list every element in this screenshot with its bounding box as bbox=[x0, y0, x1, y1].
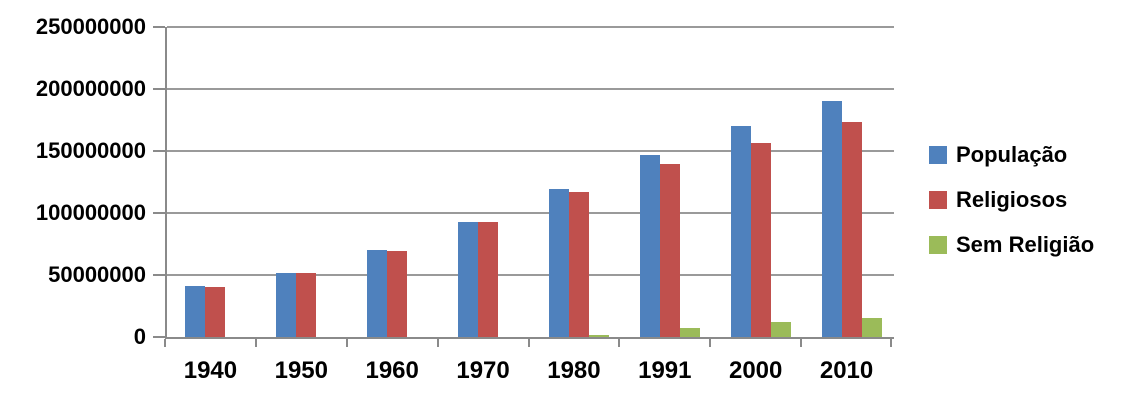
x-axis-tick-label: 1940 bbox=[183, 357, 238, 384]
y-axis-tick-mark bbox=[153, 212, 165, 214]
bar-group-2000 bbox=[712, 27, 803, 337]
bar-Religiosos-1970 bbox=[478, 222, 499, 337]
bar-População-1980 bbox=[548, 189, 569, 337]
bar-Religiosos-2000 bbox=[750, 142, 771, 337]
x-axis-tick-label: 1960 bbox=[365, 357, 419, 384]
legend-item-População: População bbox=[929, 142, 1094, 168]
gridline-250000000 bbox=[167, 26, 894, 28]
y-axis-tick-mark bbox=[153, 150, 165, 152]
x-axis-tick-mark bbox=[527, 339, 530, 347]
bar-População-1940 bbox=[185, 285, 206, 337]
x-axis-tick-label: 1980 bbox=[547, 357, 601, 384]
legend-swatch-icon bbox=[929, 146, 947, 164]
x-axis-tick-mark bbox=[164, 339, 166, 347]
y-axis-tick-label: 250000000 bbox=[35, 14, 146, 39]
bar-Religiosos-1950 bbox=[296, 273, 317, 337]
gridline-150000000 bbox=[167, 150, 894, 152]
gridline-200000000 bbox=[167, 88, 894, 90]
legend: População Religiosos Sem Religião bbox=[929, 142, 1094, 277]
x-axis-tick-mark bbox=[436, 339, 439, 347]
x-axis-tick-mark bbox=[800, 339, 803, 347]
legend-label: Religiosos bbox=[956, 187, 1068, 212]
plot-area bbox=[165, 26, 894, 339]
x-axis-tick-mark bbox=[345, 339, 348, 347]
x-axis-tick-label: 2000 bbox=[728, 357, 783, 384]
legend-item-Religiosos: Religiosos bbox=[929, 187, 1094, 213]
y-axis-tick-mark bbox=[153, 336, 165, 338]
x-axis-tick-mark bbox=[709, 339, 712, 347]
y-axis-tick-mark bbox=[153, 26, 165, 28]
bar-População-2000 bbox=[730, 126, 751, 337]
bar-População-1970 bbox=[458, 221, 479, 337]
y-axis-tick-label: 100000000 bbox=[35, 200, 146, 225]
bar-Religiosos-1980 bbox=[568, 192, 589, 337]
bar-Religiosos-1960 bbox=[387, 250, 408, 337]
bar-População-2010 bbox=[821, 100, 842, 337]
x-axis-tick-label: 1950 bbox=[274, 357, 328, 384]
bar-group-1940 bbox=[167, 27, 258, 337]
bar-Sem Religião-1991 bbox=[679, 328, 700, 337]
bar-População-1950 bbox=[276, 272, 297, 337]
x-axis-tick-mark bbox=[254, 339, 257, 347]
gridline-50000000 bbox=[167, 274, 894, 276]
y-axis-tick-label: 0 bbox=[133, 324, 146, 349]
bar-População-1960 bbox=[367, 250, 388, 337]
bar-Religiosos-1991 bbox=[659, 164, 680, 337]
bar-group-1980 bbox=[531, 27, 622, 337]
legend-swatch-icon bbox=[929, 236, 947, 254]
bar-group-1970 bbox=[440, 27, 531, 337]
y-axis-tick-label: 200000000 bbox=[35, 76, 146, 101]
bar-Religiosos-1940 bbox=[205, 287, 226, 337]
y-axis-tick-label: 50000000 bbox=[48, 262, 146, 287]
legend-swatch-icon bbox=[929, 191, 947, 209]
bar-group-2010 bbox=[803, 27, 894, 337]
bar-group-1960 bbox=[349, 27, 440, 337]
x-axis-tick-label: 2010 bbox=[819, 357, 874, 384]
y-axis-tick-mark bbox=[153, 88, 165, 90]
x-axis-tick-mark bbox=[618, 339, 621, 347]
bar-População-1991 bbox=[639, 154, 660, 337]
bar-group-1991 bbox=[621, 27, 712, 337]
legend-label: Sem Religião bbox=[956, 232, 1095, 257]
bar-Religiosos-2010 bbox=[841, 122, 862, 337]
legend-item-Sem Religião: Sem Religião bbox=[929, 232, 1094, 258]
x-axis-tick-label: 1991 bbox=[638, 357, 692, 384]
x-axis-tick-label: 1970 bbox=[456, 357, 510, 384]
bar-Sem Religião-2000 bbox=[770, 321, 791, 337]
y-axis-tick-label: 150000000 bbox=[35, 138, 146, 163]
gridline-100000000 bbox=[167, 212, 894, 214]
legend-label: População bbox=[956, 142, 1068, 167]
y-axis-tick-mark bbox=[153, 274, 165, 276]
bar-Sem Religião-2010 bbox=[861, 318, 882, 337]
x-axis-tick-mark bbox=[890, 339, 892, 347]
bar-group-1950 bbox=[258, 27, 349, 337]
bar-Sem Religião-1980 bbox=[588, 334, 609, 337]
